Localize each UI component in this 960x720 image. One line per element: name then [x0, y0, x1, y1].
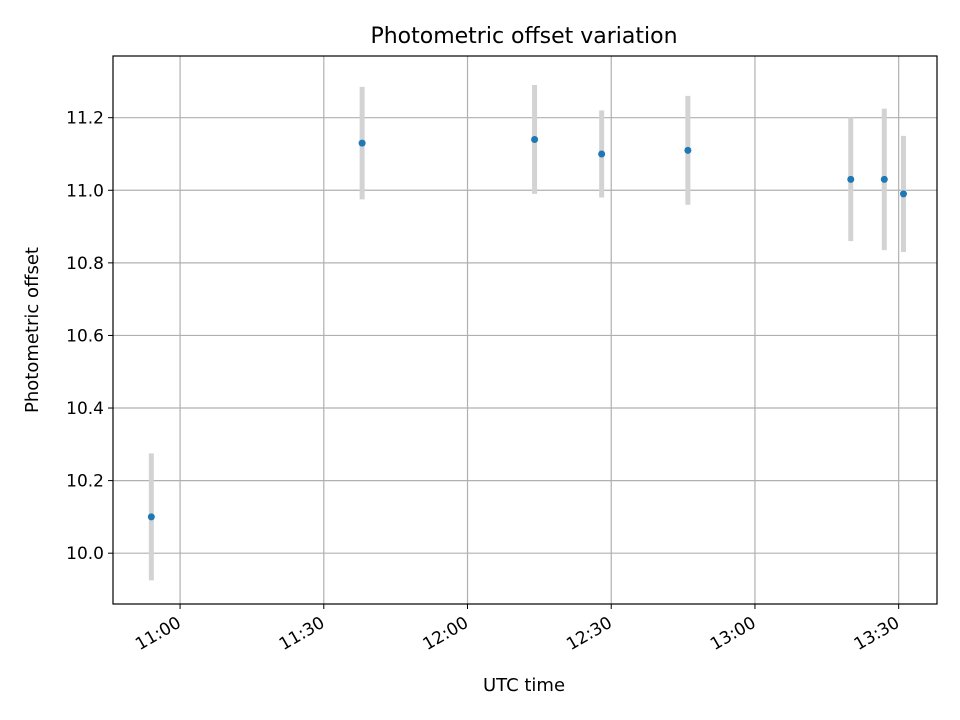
y-tick-label: 11.2	[66, 109, 104, 129]
x-axis-ticks: 11:00 11:30 12:00 12:30 13:00 13:30	[132, 604, 903, 655]
data-point	[684, 146, 692, 154]
error-bars	[148, 85, 906, 581]
y-tick-label: 10.4	[66, 399, 104, 419]
x-axis-label: UTC time	[483, 675, 565, 696]
y-axis-ticks: 10.0 10.2 10.4 10.6 10.8 11.0 11.2	[66, 109, 113, 564]
y-tick-label: 10.6	[66, 326, 104, 346]
data-point	[847, 175, 855, 183]
x-tick-label: 13:00	[707, 613, 759, 655]
chart-title: Photometric offset variation	[370, 24, 677, 49]
y-tick-label: 10.2	[66, 472, 104, 492]
data-points	[147, 135, 907, 521]
y-tick-label: 11.0	[66, 181, 104, 201]
data-point	[358, 139, 366, 147]
x-tick-label: 11:30	[276, 613, 328, 655]
data-point	[899, 190, 907, 198]
y-axis-label: Photometric offset	[22, 247, 43, 413]
grid	[113, 56, 937, 604]
x-tick-label: 11:00	[132, 613, 184, 655]
data-point	[531, 135, 539, 143]
data-point	[880, 175, 888, 183]
y-tick-label: 10.8	[66, 254, 104, 274]
x-tick-label: 12:30	[563, 613, 615, 655]
data-point	[147, 513, 155, 521]
x-tick-label: 12:00	[420, 613, 472, 655]
data-point	[598, 150, 606, 158]
plot-frame	[112, 55, 938, 605]
x-tick-label: 13:30	[851, 613, 903, 655]
y-tick-label: 10.0	[66, 544, 104, 564]
